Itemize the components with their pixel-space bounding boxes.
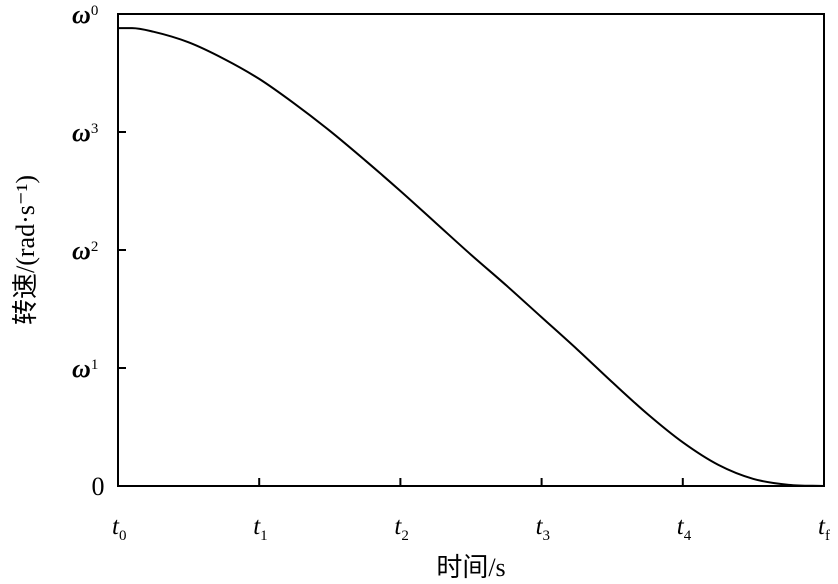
x-tick-label: t2 — [394, 513, 408, 544]
x-axis-title: 时间/s — [436, 553, 505, 582]
plot-frame — [117, 13, 825, 487]
x-axis-ticks: t0 t1 t2 t3 t4 tf — [112, 478, 830, 544]
x-tick-label: tf — [818, 513, 830, 544]
x-tick-label: t4 — [677, 513, 692, 544]
x-tick-label: t3 — [536, 513, 550, 544]
y-tick-label: 0 — [92, 472, 105, 501]
x-tick-label: t0 — [112, 513, 126, 544]
y-tick-label: ω0 — [72, 0, 98, 29]
y-axis-ticks: 0 ω1 ω2 ω3 ω0 — [72, 0, 126, 501]
y-tick-label: ω1 — [72, 354, 98, 383]
y-axis-title: 转速/(rad·s⁻¹) — [11, 175, 40, 325]
y-tick-label: ω2 — [72, 236, 98, 265]
y-tick-label: ω3 — [72, 118, 98, 147]
series-line-speed-curve — [117, 27, 825, 487]
x-tick-label: t1 — [253, 513, 267, 544]
